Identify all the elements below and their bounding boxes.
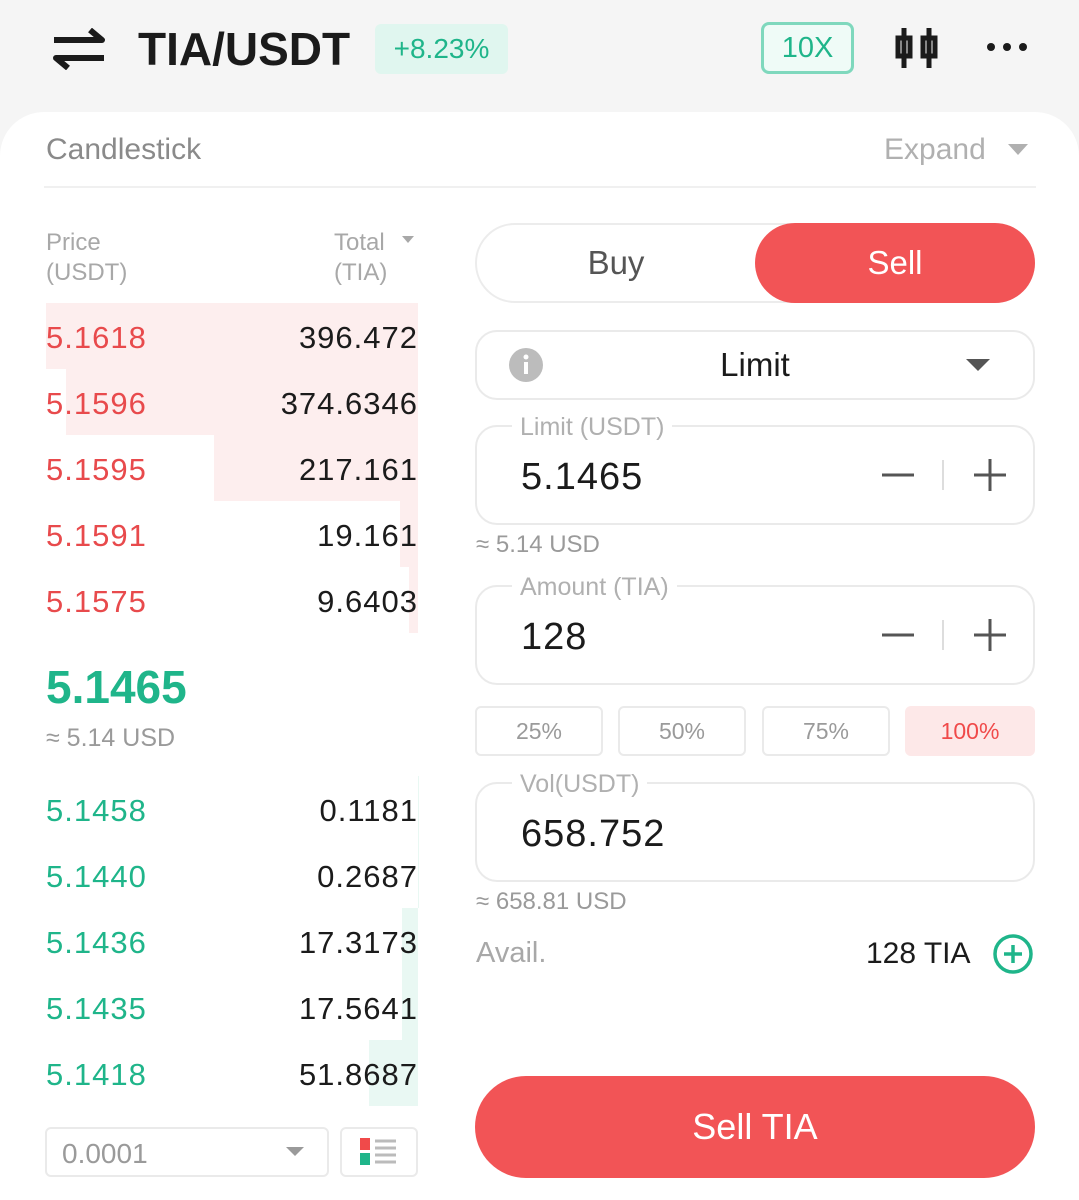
layout-icon [360, 1138, 396, 1165]
caret [1008, 144, 1028, 155]
total: 0.2687 [317, 859, 418, 894]
price: 5.1436 [46, 925, 147, 960]
stepper[interactable] [880, 458, 1010, 492]
swap-icon[interactable] [52, 28, 106, 70]
avail-label: Avail. [476, 937, 547, 969]
price-header: Price (USDT) [46, 228, 127, 288]
total: 19.161 [317, 518, 418, 553]
change-badge: +8.23% [375, 24, 508, 74]
depth-bar [369, 1040, 418, 1106]
price: 5.1618 [46, 320, 147, 355]
depth-bar [408, 567, 418, 633]
percent-button[interactable]: 100% [905, 706, 1035, 756]
depth-bar [401, 908, 418, 974]
last-price: 5.1465 [46, 661, 187, 713]
transfer-icon[interactable] [992, 933, 1034, 975]
total: 374.6346 [280, 386, 418, 421]
buy-tab[interactable]: Buy [587, 244, 645, 281]
depth-bar [401, 974, 418, 1040]
last-price-usd: ≈ 5.14 USD [46, 724, 176, 752]
chart-label[interactable]: Candlestick [46, 133, 202, 166]
total: 396.472 [298, 320, 418, 355]
total: 217.161 [298, 452, 418, 487]
price: 5.1418 [46, 1057, 147, 1092]
order-type-value: Limit [720, 346, 790, 383]
leverage[interactable]: 10X [761, 22, 854, 74]
price-unit: (USDT) [46, 259, 128, 286]
limit-usd: ≈ 5.14 USD [476, 531, 600, 558]
price: 5.1595 [46, 452, 147, 487]
percent-button[interactable]: 50% [618, 706, 746, 756]
caret [402, 236, 414, 243]
total-header-text: Total [334, 229, 385, 256]
amount-label: Amount (TIA) [512, 573, 677, 602]
total-header[interactable]: Total (TIA) [334, 228, 387, 288]
total: 17.5641 [298, 991, 418, 1026]
precision-select[interactable] [45, 1127, 329, 1177]
divider [44, 186, 1036, 188]
price: 5.1596 [46, 386, 147, 421]
total: 51.8687 [298, 1057, 418, 1092]
info-icon[interactable] [509, 348, 543, 382]
price: 5.1440 [46, 859, 147, 894]
price: 5.1458 [46, 793, 147, 828]
layout-toggle[interactable] [340, 1127, 418, 1177]
price: 5.1591 [46, 518, 147, 553]
limit-label: Limit (USDT) [512, 413, 673, 442]
depth-bar [400, 501, 418, 567]
price: 5.1435 [46, 991, 147, 1026]
precision: 0.0001 [62, 1138, 148, 1169]
chart-icon[interactable] [894, 26, 940, 70]
percent-button[interactable]: 75% [762, 706, 890, 756]
price-header-text: Price [46, 229, 101, 256]
sell-tab[interactable]: Sell [755, 223, 1035, 303]
more-icon[interactable] [986, 40, 1028, 54]
limit-value: 5.1465 [521, 456, 644, 498]
depth-bar [46, 303, 418, 369]
caret [286, 1147, 304, 1156]
amount-value: 128 [521, 616, 588, 658]
percent-button[interactable]: 25% [475, 706, 603, 756]
vol-label: Vol(USDT) [512, 770, 648, 799]
avail-value: 128 TIA [866, 937, 971, 970]
vol-usd: ≈ 658.81 USD [476, 888, 627, 915]
submit-button[interactable]: Sell TIA [475, 1076, 1035, 1178]
total: 0.1181 [319, 793, 418, 828]
price: 5.1575 [46, 584, 147, 619]
expand[interactable]: Expand [884, 133, 986, 166]
total: 17.3173 [298, 925, 418, 960]
total-unit: (TIA) [334, 259, 388, 286]
depth-bar [66, 369, 418, 435]
total: 9.6403 [317, 584, 418, 619]
caret [966, 359, 990, 371]
pair[interactable]: TIA/USDT [138, 23, 351, 75]
order-type[interactable] [475, 330, 1035, 400]
depth-bar [214, 435, 418, 501]
vol-value: 658.752 [521, 813, 666, 855]
stepper[interactable] [880, 618, 1010, 652]
